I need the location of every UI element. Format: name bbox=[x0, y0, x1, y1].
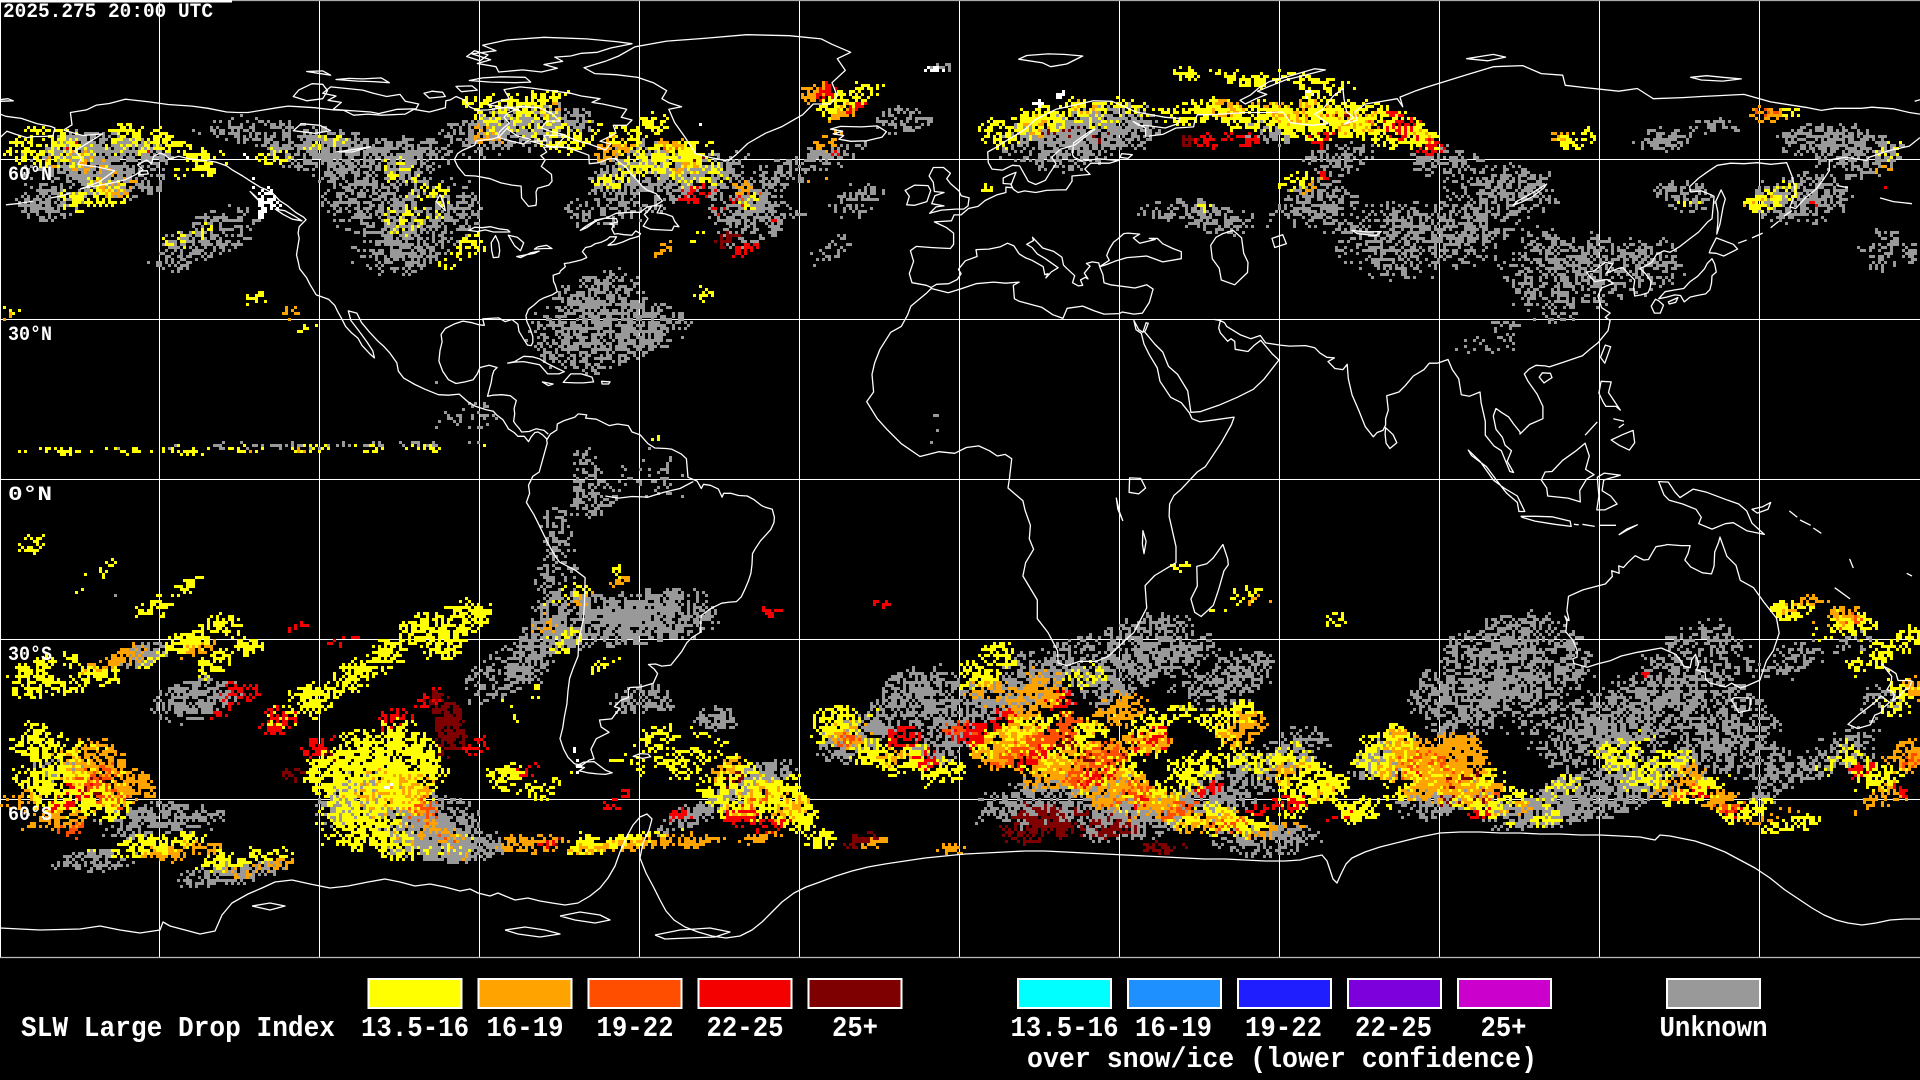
svg-text:0°N: 0°N bbox=[8, 484, 52, 507]
svg-text:25+: 25+ bbox=[1481, 1012, 1527, 1045]
svg-text:2025.275 20:00 UTC: 2025.275 20:00 UTC bbox=[3, 1, 213, 24]
svg-text:SLW Large Drop Index: SLW Large Drop Index bbox=[21, 1012, 335, 1045]
svg-text:16-19: 16-19 bbox=[487, 1012, 564, 1045]
svg-text:22-25: 22-25 bbox=[1355, 1012, 1432, 1045]
svg-text:Unknown: Unknown bbox=[1660, 1012, 1768, 1045]
svg-text:19-22: 19-22 bbox=[597, 1012, 674, 1045]
svg-text:over snow/ice (lower confidenc: over snow/ice (lower confidence) bbox=[1027, 1043, 1537, 1076]
svg-text:25+: 25+ bbox=[832, 1012, 878, 1045]
svg-text:22-25: 22-25 bbox=[707, 1012, 784, 1045]
svg-text:30°N: 30°N bbox=[8, 324, 52, 347]
svg-text:13.5-16: 13.5-16 bbox=[1011, 1012, 1119, 1045]
svg-text:30°S: 30°S bbox=[8, 644, 52, 667]
svg-text:60°N: 60°N bbox=[8, 164, 52, 187]
svg-text:13.5-16: 13.5-16 bbox=[361, 1012, 469, 1045]
svg-text:19-22: 19-22 bbox=[1245, 1012, 1322, 1045]
svg-text:60°S: 60°S bbox=[8, 804, 52, 827]
svg-text:16-19: 16-19 bbox=[1135, 1012, 1212, 1045]
